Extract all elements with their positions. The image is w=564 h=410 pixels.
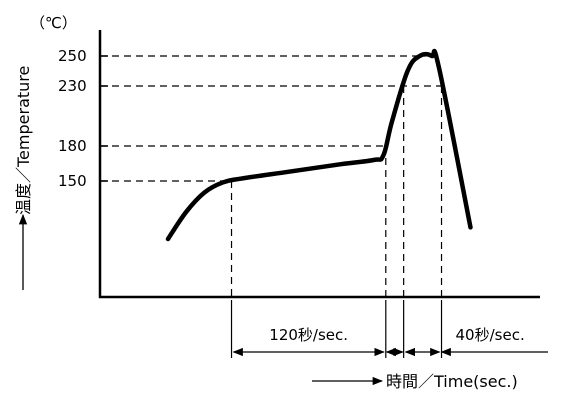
y-tick-label: 180 [58, 137, 87, 155]
span-annotations: 120秒/sec. 40秒/sec. [230, 300, 548, 358]
span-label-peak: 40秒/sec. [456, 326, 525, 344]
y-tick-label: 230 [58, 77, 87, 95]
series-line [165, 48, 473, 242]
y-axis-title-group: 温度／Temperature [14, 66, 33, 290]
y-tick-label: 250 [58, 47, 87, 65]
guide-lines [100, 55, 443, 297]
x-axis-title: 時間／Time(sec.) [386, 372, 518, 391]
x-axis-title-group: 時間／Time(sec.) [312, 372, 518, 391]
y-unit-label: （℃） [30, 14, 77, 32]
y-axis-title: 温度／Temperature [14, 66, 33, 215]
y-tick-label: 150 [58, 172, 87, 190]
span-label-preheat: 120秒/sec. [269, 326, 348, 344]
y-tick-group: 250 230 180 150 [58, 47, 108, 190]
